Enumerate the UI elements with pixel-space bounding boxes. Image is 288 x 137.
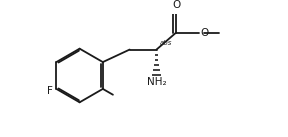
Text: F: F (47, 86, 52, 96)
Text: NH₂: NH₂ (147, 77, 166, 87)
Text: O: O (200, 28, 209, 38)
Text: O: O (172, 0, 180, 10)
Text: abs: abs (160, 40, 173, 46)
